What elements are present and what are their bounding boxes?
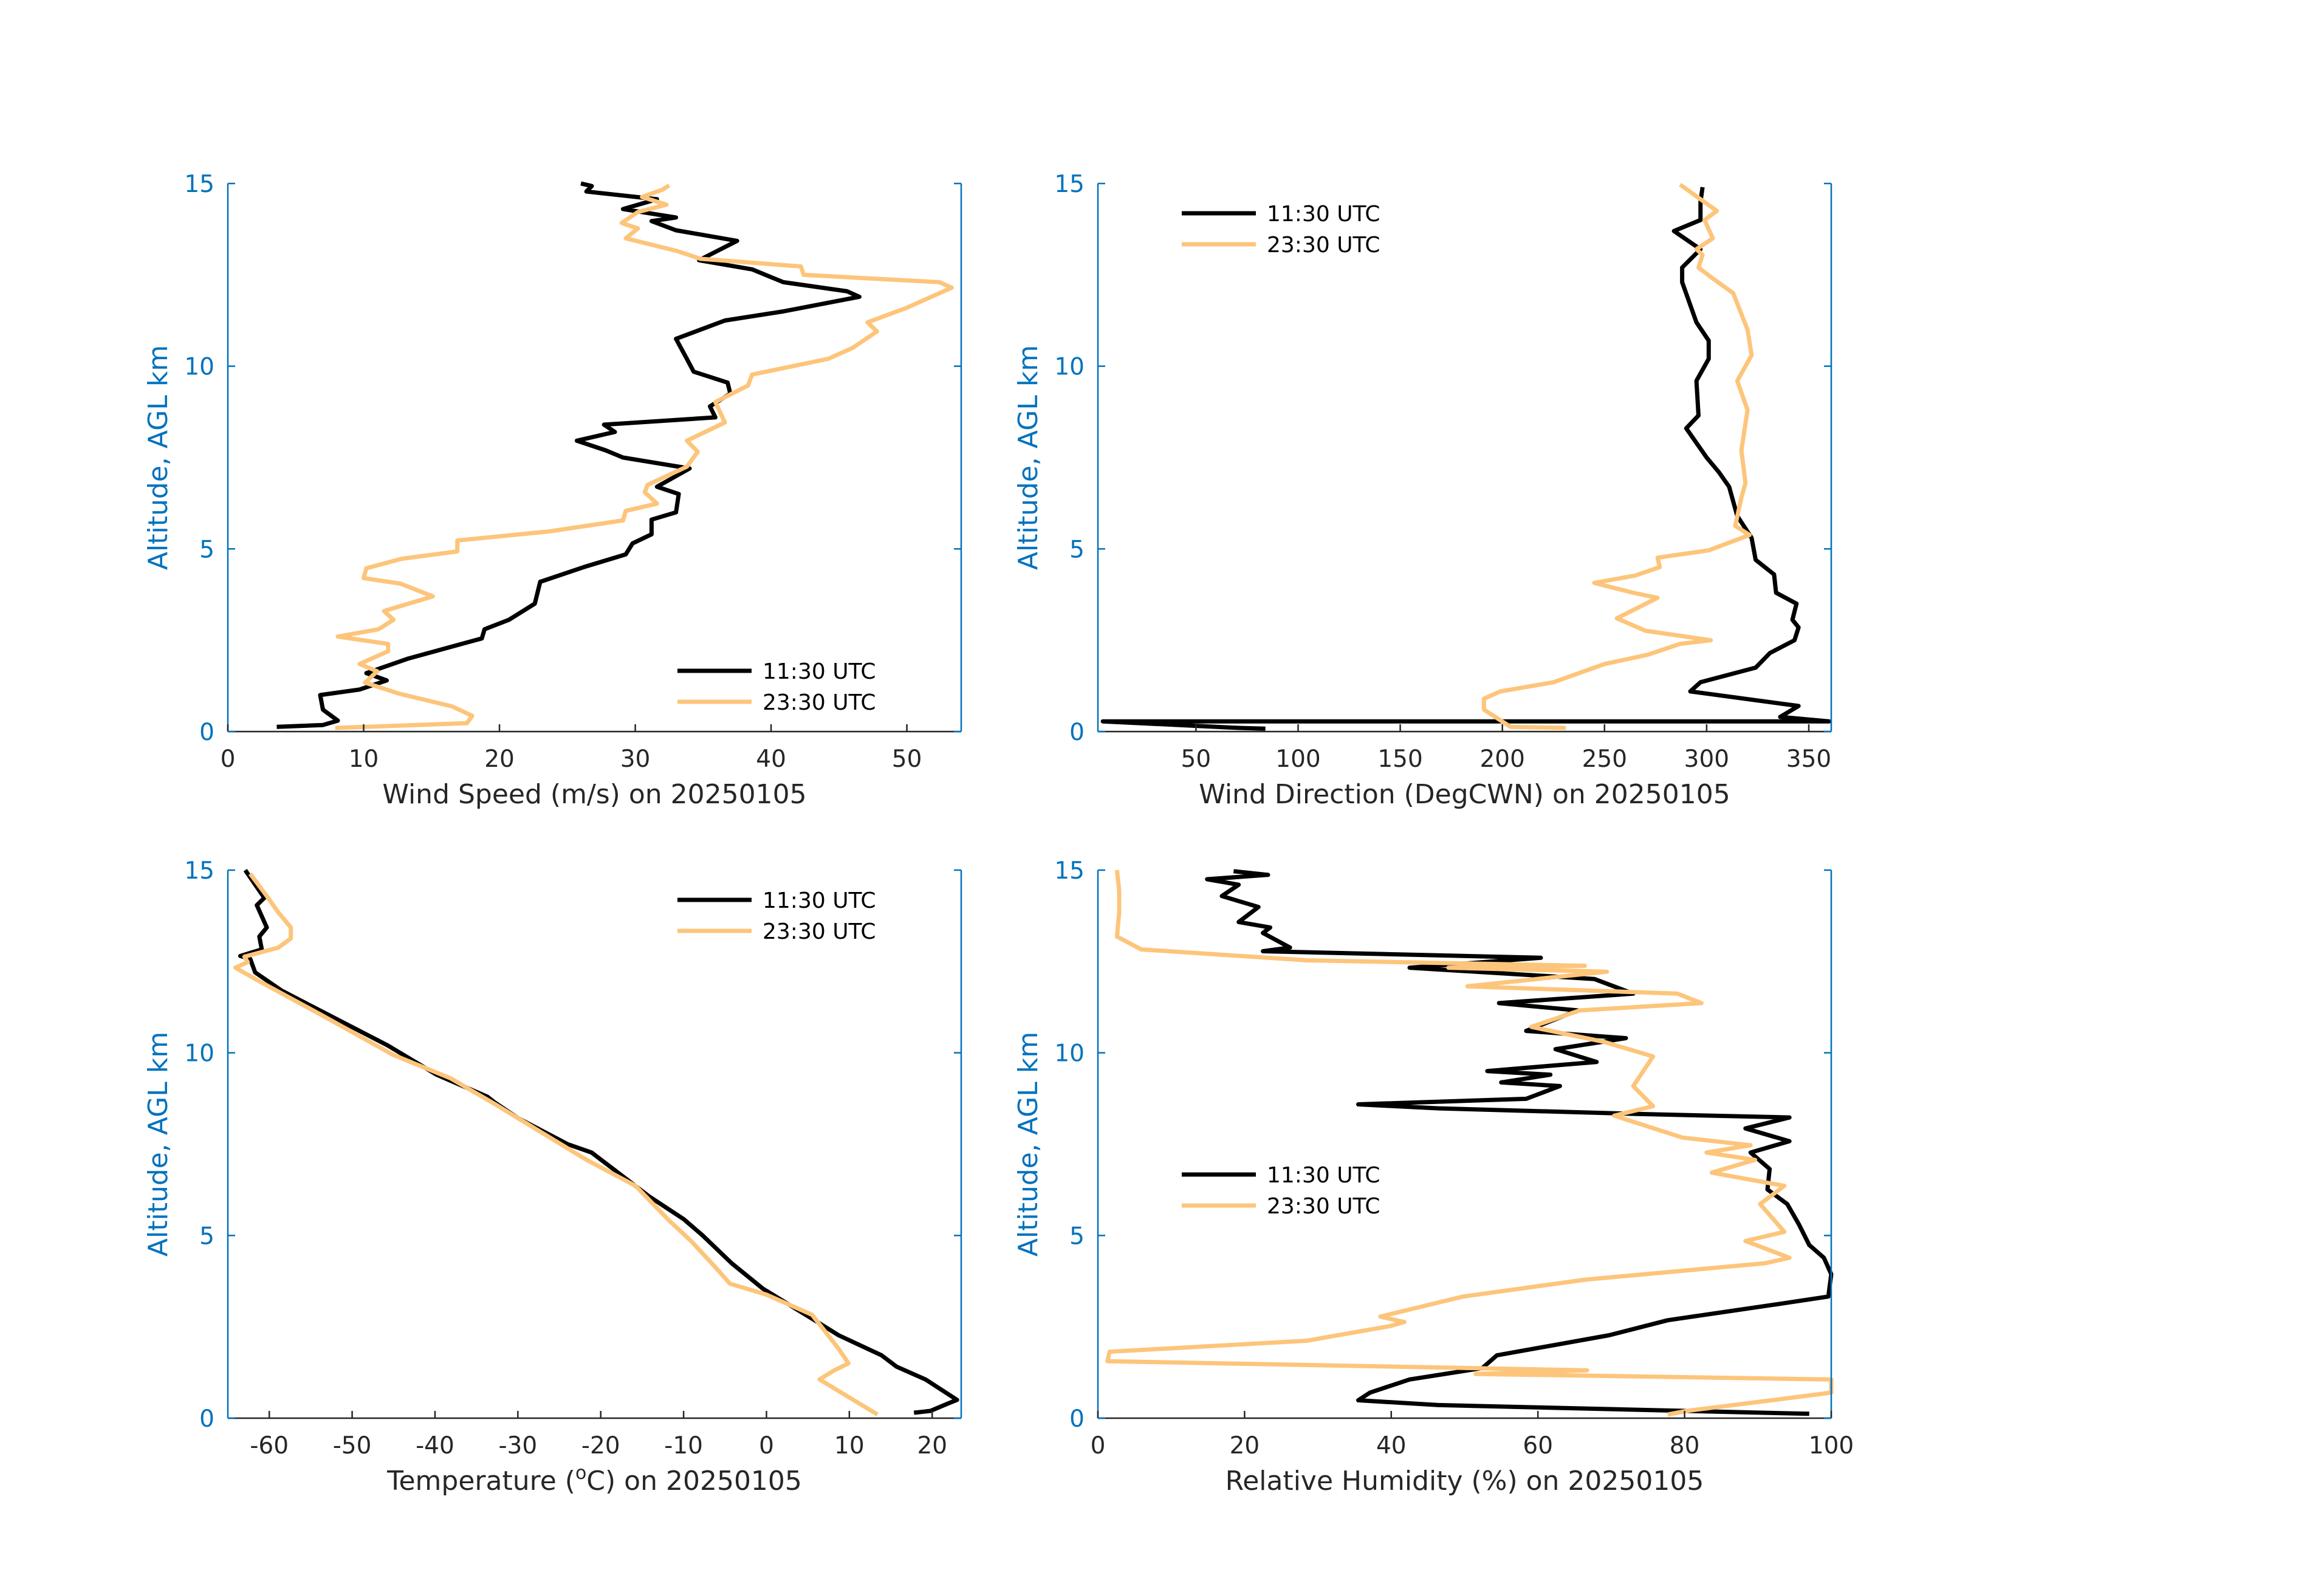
- y-tick-label: 15: [184, 171, 214, 198]
- chart-panel-3: -60 -50 -40 -30 -20 -10 0 10 20 0 5 10 15 Temperature…: [143, 857, 962, 1497]
- legend: 11:30 UTC 23:30 UTC: [1182, 1163, 1380, 1219]
- series-line-1130utc: [1205, 869, 1834, 1416]
- y-tick-label: 0: [1069, 719, 1085, 746]
- series-line-1130utc: [1100, 187, 1832, 731]
- x-tick-label: -30: [498, 1432, 537, 1460]
- x-tick-label: 10: [349, 746, 379, 773]
- y-tick-label: 10: [1054, 354, 1085, 381]
- y-axis-label: Altitude, AGL km: [1013, 345, 1044, 570]
- y-axis-label: Altitude, AGL km: [143, 345, 174, 570]
- y-tick-label: 0: [1069, 1405, 1085, 1433]
- x-tick-label: 0: [1091, 1432, 1106, 1460]
- series-line-2330utc: [1105, 870, 1834, 1417]
- chart-panel-2: 50 100 150 200 250 300 350 0 5 10 15 Wind Direction…: [1013, 171, 1832, 810]
- y-tick-label: 15: [1054, 857, 1085, 885]
- x-tick-label: 20: [917, 1432, 947, 1460]
- legend-label: 23:30 UTC: [1267, 233, 1380, 258]
- x-axis-label: Wind Speed (m/s) on 20250105: [382, 779, 806, 810]
- legend-label: 23:30 UTC: [1267, 1194, 1380, 1219]
- legend-label: 23:30 UTC: [763, 690, 876, 715]
- y-tick-label: 5: [199, 1223, 214, 1250]
- y-tick-label: 10: [184, 1040, 214, 1068]
- series-line-2330utc: [1481, 182, 1754, 730]
- series-line-2330utc: [233, 872, 879, 1416]
- legend-label: 11:30 UTC: [1267, 202, 1380, 227]
- x-tick-label: 100: [1809, 1432, 1854, 1460]
- x-axis-label: Wind Direction (DegCWN) on 20250105: [1199, 779, 1730, 810]
- chart-panel-4: 0 20 40 60 80 100 0 5 10 15 Relative Humidity (%) …: [1013, 857, 1854, 1497]
- y-tick-label: 5: [1069, 536, 1085, 563]
- x-tick-label: 100: [1275, 746, 1320, 773]
- legend: 11:30 UTC 23:30 UTC: [677, 659, 876, 715]
- legend-label: 23:30 UTC: [763, 919, 876, 944]
- legend-label: 11:30 UTC: [763, 888, 876, 913]
- series-line-2330utc: [335, 184, 954, 730]
- y-tick-label: 15: [184, 857, 214, 885]
- y-tick-label: 0: [199, 1405, 214, 1433]
- x-tick-label: 350: [1786, 746, 1831, 773]
- y-tick-label: 15: [1054, 171, 1085, 198]
- x-tick-label: 0: [221, 746, 236, 773]
- x-tick-label: -60: [250, 1432, 289, 1460]
- x-tick-label: 200: [1479, 746, 1524, 773]
- legend-label: 11:30 UTC: [763, 659, 876, 684]
- x-tick-label: 20: [1230, 1432, 1260, 1460]
- legend: 11:30 UTC 23:30 UTC: [1182, 202, 1380, 258]
- y-tick-label: 5: [199, 536, 214, 563]
- x-tick-label: -40: [416, 1432, 454, 1460]
- x-tick-label: 250: [1582, 746, 1627, 773]
- chart-panel-1: 0 10 20 30 40 50 0 5 10 15 Wind Speed (m/s) on 202…: [143, 171, 962, 810]
- x-tick-label: -20: [581, 1432, 620, 1460]
- x-tick-label: 300: [1684, 746, 1729, 773]
- x-tick-label: 30: [620, 746, 651, 773]
- x-tick-label: 50: [892, 746, 922, 773]
- x-axis-label: Relative Humidity (%) on 20250105: [1225, 1466, 1704, 1497]
- x-tick-label: 50: [1181, 746, 1212, 773]
- legend: 11:30 UTC 23:30 UTC: [677, 888, 876, 944]
- legend-label: 11:30 UTC: [1267, 1163, 1380, 1188]
- x-axis-label-superscript: o: [575, 1463, 586, 1484]
- x-tick-label: 20: [484, 746, 515, 773]
- y-tick-label: 0: [199, 719, 214, 746]
- y-tick-label: 5: [1069, 1223, 1085, 1250]
- x-tick-label: 40: [756, 746, 786, 773]
- x-tick-label: 0: [759, 1432, 774, 1460]
- x-tick-label: -50: [333, 1432, 372, 1460]
- x-tick-label: -10: [664, 1432, 703, 1460]
- x-tick-label: 40: [1376, 1432, 1407, 1460]
- x-tick-label: 150: [1377, 746, 1422, 773]
- series-line-1130utc: [276, 181, 862, 729]
- y-tick-label: 10: [1054, 1040, 1085, 1068]
- x-tick-label: 60: [1523, 1432, 1553, 1460]
- x-tick-label: 80: [1670, 1432, 1700, 1460]
- x-tick-label: 10: [834, 1432, 865, 1460]
- y-axis-label: Altitude, AGL km: [143, 1032, 174, 1257]
- series-line-1130utc: [238, 869, 959, 1415]
- y-axis-label: Altitude, AGL km: [1013, 1032, 1044, 1257]
- x-axis-label: Temperature (oC) on 20250105: [386, 1463, 802, 1497]
- x-axis-label-part: C) on 20250105: [586, 1466, 802, 1497]
- y-tick-label: 10: [184, 354, 214, 381]
- x-axis-label-part: Temperature (: [386, 1466, 575, 1497]
